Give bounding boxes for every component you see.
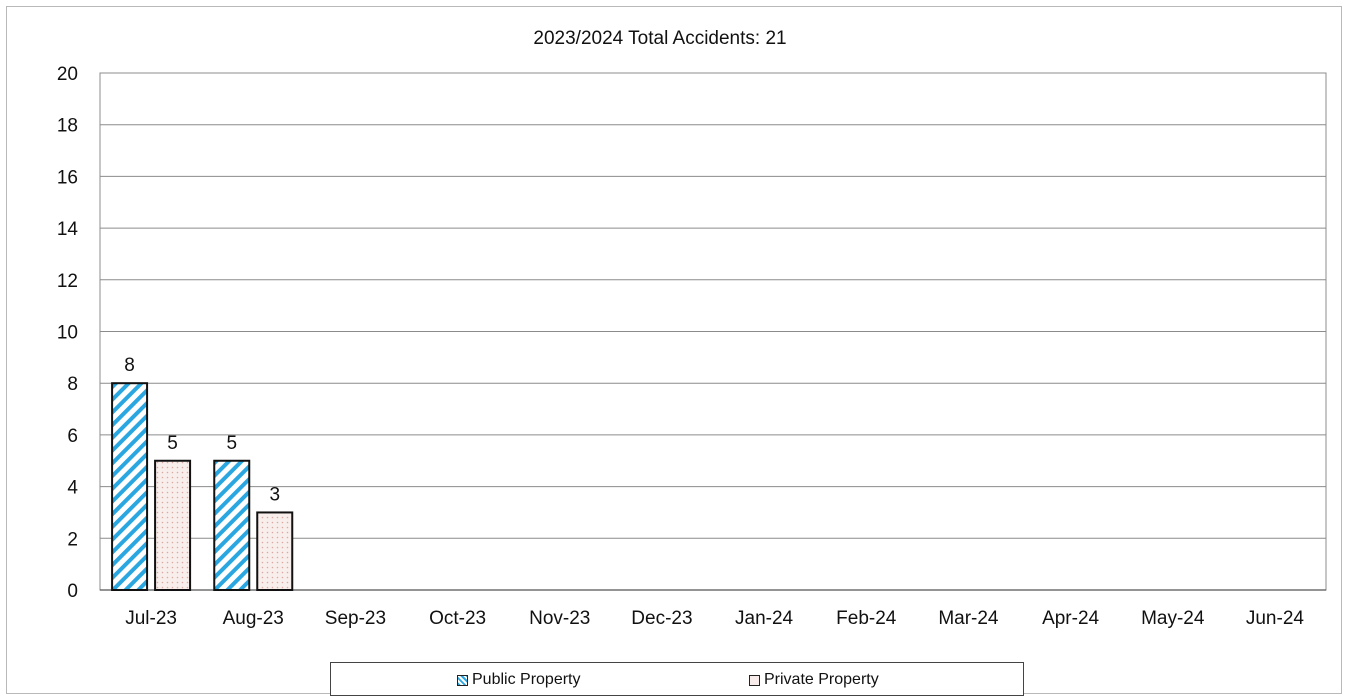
data-label: 3: [269, 484, 280, 505]
data-label: 5: [167, 433, 178, 454]
y-tick-label: 10: [57, 323, 78, 344]
y-tick-label: 16: [57, 167, 78, 188]
x-tick-label: Apr-24: [1042, 608, 1099, 629]
bar-private-property: [154, 459, 192, 591]
y-tick-label: 4: [67, 478, 78, 499]
legend-label-private-property: Private Property: [764, 671, 879, 688]
y-tick-label: 12: [57, 271, 78, 292]
x-tick-label: Jul-23: [125, 608, 177, 629]
y-tick-label: 20: [57, 64, 78, 85]
legend-swatch-private-property: [749, 674, 760, 686]
x-tick-label: May-24: [1141, 608, 1205, 629]
y-tick-label: 6: [67, 426, 78, 447]
legend-item-public-property: Public Property: [457, 671, 581, 689]
x-tick-label: Feb-24: [836, 608, 897, 629]
bar-public-property: [111, 382, 149, 592]
legend-label-public-property: Public Property: [472, 671, 581, 688]
x-tick-label: Jun-24: [1246, 608, 1305, 629]
data-label: 5: [226, 433, 237, 454]
x-tick-label: Jan-24: [735, 608, 794, 629]
x-tick-label: Sep-23: [325, 608, 386, 629]
x-tick-label: Nov-23: [529, 608, 590, 629]
y-tick-label: 0: [67, 581, 78, 602]
y-tick-label: 18: [57, 116, 78, 137]
chart-legend: Public Property Private Property: [330, 662, 1024, 696]
y-tick-label: 14: [57, 219, 79, 240]
x-tick-label: Aug-23: [223, 608, 284, 629]
x-tick-label: Oct-23: [429, 608, 486, 629]
x-tick-label: Mar-24: [938, 608, 999, 629]
legend-item-private-property: Private Property: [749, 671, 879, 689]
bar-private-property: [256, 511, 294, 592]
bar-public-property: [213, 459, 251, 591]
data-label: 8: [124, 355, 135, 376]
chart-title: 2023/2024 Total Accidents: 21: [533, 28, 786, 49]
y-tick-label: 2: [67, 529, 78, 550]
y-tick-label: 8: [67, 374, 78, 395]
legend-swatch-public-property: [457, 674, 468, 686]
x-tick-label: Dec-23: [631, 608, 692, 629]
